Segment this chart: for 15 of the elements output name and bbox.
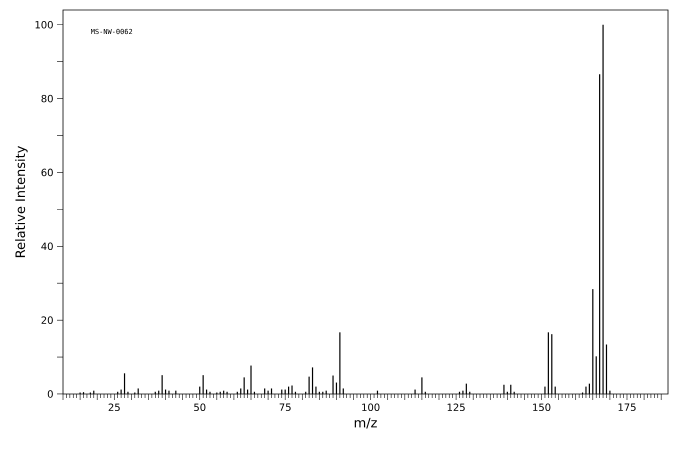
x-tick-label: 150 [533,403,550,412]
x-tick-label: 125 [448,403,465,412]
x-tick-label: 175 [618,404,636,411]
y-tick-label: 80 [41,94,53,102]
x-tick-label: 50 [194,403,206,412]
y-axis-title: Relative Intensity [15,146,28,258]
x-tick-label: 75 [280,404,291,411]
y-tick-label: 60 [42,168,53,176]
y-tick-label: 40 [41,242,53,250]
x-tick-label: 25 [108,403,120,412]
y-tick-label: 0 [48,390,53,398]
y-tick-label: 20 [42,316,53,324]
x-axis-title: m/z [354,418,377,429]
x-tick-label: 100 [362,403,380,412]
y-tick-label: 100 [36,20,53,29]
